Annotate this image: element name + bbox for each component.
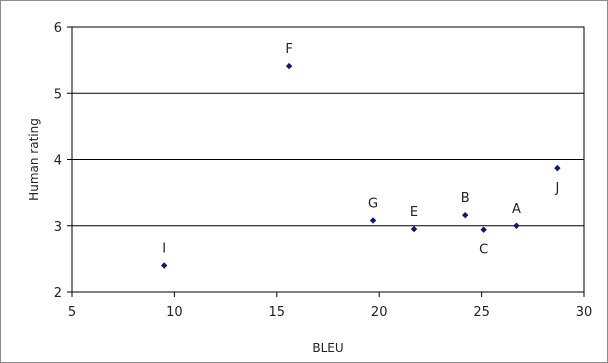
y-axis-title: Human rating	[27, 118, 41, 201]
point-label-e: E	[410, 205, 418, 220]
x-axis-title: BLEU	[312, 341, 343, 355]
point-label-f: F	[285, 42, 292, 57]
x-tick-label: 20	[371, 305, 388, 320]
point-label-b: B	[461, 191, 470, 206]
point-layer: A B C E F G I J	[160, 42, 561, 269]
x-tick-label: 5	[68, 305, 76, 320]
x-tick-label: 10	[166, 305, 183, 320]
data-point-b	[462, 211, 469, 219]
x-tick-label: 30	[576, 305, 593, 320]
data-point-j	[554, 164, 561, 172]
y-tick-label: 4	[54, 154, 62, 169]
grid-layer	[72, 92, 584, 227]
data-point-c	[480, 226, 487, 233]
x-tick-label: 25	[473, 305, 490, 320]
point-label-c: C	[479, 243, 488, 258]
tick-layer: 2 3 4 5 6 5 10 15 20 25 30	[54, 21, 593, 320]
point-label-j: J	[554, 181, 559, 196]
point-label-g: G	[368, 196, 378, 211]
y-tick-label: 6	[54, 21, 62, 36]
point-label-i: I	[162, 242, 166, 257]
point-label-a: A	[512, 202, 521, 217]
data-point-a	[513, 222, 520, 229]
data-point-g	[369, 217, 377, 224]
y-tick-label: 5	[54, 87, 62, 102]
data-point-e	[410, 225, 418, 233]
data-point-f	[285, 62, 293, 70]
data-point-i	[160, 262, 168, 269]
y-tick-label: 2	[54, 286, 62, 301]
y-tick-label: 3	[54, 220, 62, 235]
x-tick-label: 15	[269, 305, 286, 320]
